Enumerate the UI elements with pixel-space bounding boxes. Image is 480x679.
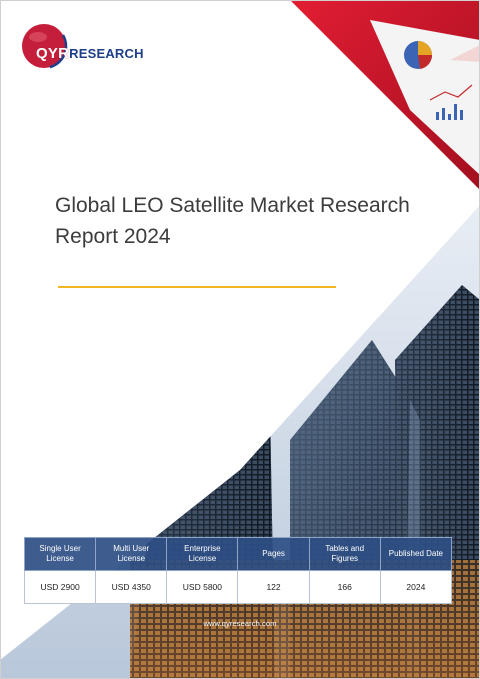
header-enterprise-license: Enterprise License <box>166 537 239 571</box>
multi-user-price: USD 4350 <box>95 570 168 604</box>
header-published-date: Published Date <box>379 537 453 571</box>
logo-suffix: ESEARCH <box>78 46 144 61</box>
globe-icon <box>20 22 68 70</box>
license-table: Single User License Multi User License E… <box>23 537 453 604</box>
header-multi-user-license: Multi User License <box>95 537 168 571</box>
website-link[interactable]: www.qyresearch.com <box>203 619 277 628</box>
logo-letters: QYR <box>36 45 70 62</box>
header-pages: Pages <box>237 537 310 571</box>
pages-count: 122 <box>237 570 310 604</box>
title-underline <box>58 286 336 288</box>
report-title: Global LEO Satellite Market Research Rep… <box>55 194 410 248</box>
single-user-price: USD 2900 <box>23 570 97 604</box>
enterprise-price: USD 5800 <box>166 570 239 604</box>
table-row: USD 2900 USD 4350 USD 5800 122 166 2024 <box>23 570 453 604</box>
published-date: 2024 <box>379 570 453 604</box>
tables-figures-count: 166 <box>308 570 381 604</box>
header-tables-and-figures: Tables and Figures <box>308 537 381 571</box>
qyresearch-logo: QYRRESEARCH <box>20 22 160 70</box>
table-header-row: Single User License Multi User License E… <box>23 537 453 571</box>
header-single-user-license: Single User License <box>23 537 97 571</box>
